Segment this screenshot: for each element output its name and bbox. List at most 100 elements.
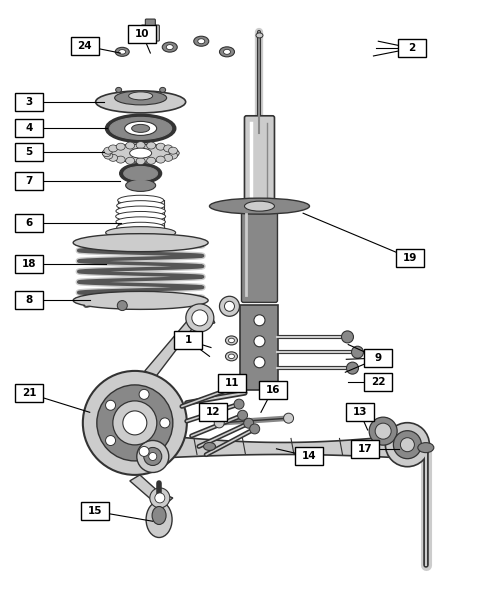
Circle shape <box>143 448 162 465</box>
Text: 3: 3 <box>26 97 32 107</box>
Ellipse shape <box>117 222 164 232</box>
Text: 9: 9 <box>374 353 381 363</box>
Circle shape <box>139 389 149 399</box>
Ellipse shape <box>228 338 234 343</box>
Circle shape <box>122 411 147 435</box>
Ellipse shape <box>244 201 274 211</box>
Ellipse shape <box>125 180 155 191</box>
Ellipse shape <box>152 507 166 524</box>
FancyBboxPatch shape <box>363 373 392 391</box>
Circle shape <box>243 418 253 428</box>
Ellipse shape <box>120 163 161 183</box>
Ellipse shape <box>225 352 237 361</box>
FancyBboxPatch shape <box>241 207 277 302</box>
Circle shape <box>106 401 115 411</box>
Ellipse shape <box>115 87 121 92</box>
Ellipse shape <box>128 92 152 100</box>
FancyBboxPatch shape <box>258 381 286 399</box>
Text: 8: 8 <box>26 296 32 305</box>
Ellipse shape <box>117 201 164 211</box>
Ellipse shape <box>225 336 237 345</box>
Ellipse shape <box>417 443 433 452</box>
FancyBboxPatch shape <box>174 332 202 349</box>
Text: 5: 5 <box>26 147 32 157</box>
Circle shape <box>219 296 239 316</box>
Ellipse shape <box>194 37 208 46</box>
Text: 2: 2 <box>408 44 415 53</box>
Ellipse shape <box>115 211 166 221</box>
Ellipse shape <box>129 148 151 158</box>
Text: 13: 13 <box>352 408 366 417</box>
Circle shape <box>254 357 264 368</box>
Circle shape <box>106 435 115 445</box>
Ellipse shape <box>163 154 172 161</box>
Ellipse shape <box>159 87 166 92</box>
Circle shape <box>341 331 353 343</box>
FancyBboxPatch shape <box>363 349 392 367</box>
Ellipse shape <box>203 442 215 451</box>
Text: 16: 16 <box>265 385 279 395</box>
Text: 7: 7 <box>25 177 33 186</box>
Circle shape <box>400 438 413 452</box>
Ellipse shape <box>119 49 125 54</box>
Circle shape <box>375 423 390 439</box>
Ellipse shape <box>146 157 155 164</box>
Ellipse shape <box>116 156 125 163</box>
FancyBboxPatch shape <box>145 19 155 29</box>
FancyBboxPatch shape <box>71 37 99 55</box>
FancyBboxPatch shape <box>350 440 378 458</box>
Circle shape <box>97 385 172 461</box>
Circle shape <box>113 401 156 445</box>
Ellipse shape <box>95 91 185 113</box>
Ellipse shape <box>170 150 179 157</box>
Circle shape <box>254 315 264 326</box>
Ellipse shape <box>125 157 135 164</box>
Text: 21: 21 <box>22 389 36 398</box>
Circle shape <box>83 371 186 475</box>
Ellipse shape <box>114 91 166 105</box>
FancyBboxPatch shape <box>15 214 43 231</box>
Ellipse shape <box>109 117 171 140</box>
Ellipse shape <box>108 154 118 161</box>
FancyBboxPatch shape <box>15 255 43 273</box>
Text: 14: 14 <box>302 452 316 461</box>
FancyBboxPatch shape <box>80 502 108 520</box>
Text: 22: 22 <box>370 377 385 386</box>
Ellipse shape <box>108 145 118 152</box>
Text: 12: 12 <box>206 408 220 417</box>
Ellipse shape <box>136 158 145 165</box>
Ellipse shape <box>102 150 111 157</box>
FancyBboxPatch shape <box>128 25 156 42</box>
Ellipse shape <box>124 121 156 135</box>
Ellipse shape <box>168 152 177 159</box>
Circle shape <box>136 441 168 472</box>
Circle shape <box>228 383 238 393</box>
Ellipse shape <box>116 206 165 216</box>
Ellipse shape <box>163 145 172 152</box>
Circle shape <box>368 417 396 445</box>
FancyBboxPatch shape <box>217 374 245 392</box>
FancyBboxPatch shape <box>240 305 278 390</box>
FancyBboxPatch shape <box>199 403 227 421</box>
Circle shape <box>154 493 165 503</box>
Text: 17: 17 <box>357 444 371 454</box>
Circle shape <box>346 362 358 374</box>
Ellipse shape <box>223 49 230 54</box>
Ellipse shape <box>115 47 129 57</box>
Circle shape <box>150 488 169 508</box>
Circle shape <box>214 418 224 428</box>
Circle shape <box>234 399 243 409</box>
FancyBboxPatch shape <box>295 448 323 465</box>
FancyBboxPatch shape <box>15 143 43 161</box>
Ellipse shape <box>146 501 172 538</box>
Text: 18: 18 <box>22 259 36 269</box>
Ellipse shape <box>106 114 175 143</box>
FancyBboxPatch shape <box>397 39 425 57</box>
Ellipse shape <box>197 39 204 44</box>
Ellipse shape <box>118 228 163 237</box>
Ellipse shape <box>156 143 165 150</box>
Circle shape <box>237 411 247 421</box>
Ellipse shape <box>166 45 173 49</box>
Ellipse shape <box>116 217 165 227</box>
FancyBboxPatch shape <box>345 403 373 421</box>
